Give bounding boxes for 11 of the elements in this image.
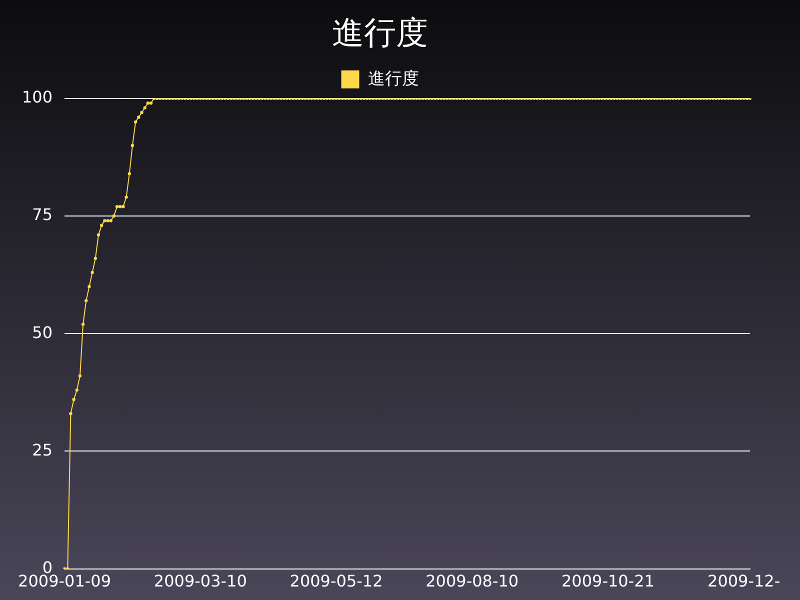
- chart-title: 進行度: [332, 14, 428, 52]
- x-tick-label: 2009-12-: [708, 572, 780, 591]
- x-tick-label: 2009-08-10: [426, 572, 519, 591]
- y-tick-label: 50: [32, 322, 53, 342]
- x-tick-label: 2009-05-12: [290, 572, 383, 591]
- y-tick-label: 100: [22, 88, 53, 107]
- x-tick-label: 2009-10-21: [561, 572, 654, 591]
- x-tick-label: 2009-03-10: [154, 572, 247, 591]
- y-tick-label: 25: [32, 440, 53, 460]
- y-tick-label: 75: [32, 205, 53, 224]
- legend-label: 進行度: [368, 68, 419, 89]
